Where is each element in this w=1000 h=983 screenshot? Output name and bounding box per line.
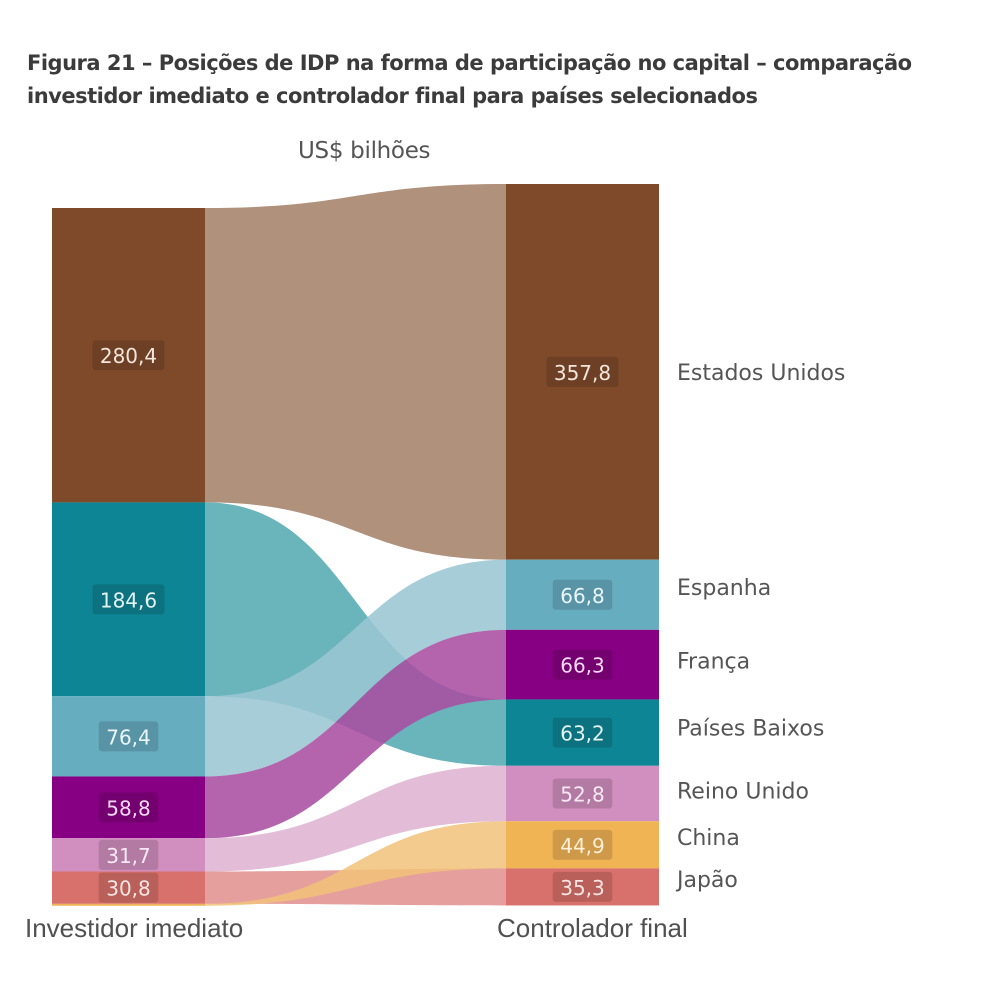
right-value-label-espanha: 66,8 (560, 584, 605, 608)
right-node-reino-unido (506, 765, 659, 822)
right-value-box-estados-unidos (546, 356, 619, 387)
right-value-label-paises-baixos: 63,2 (560, 722, 605, 746)
left-value-label-japao: 30,8 (106, 877, 151, 901)
left-value-label-paises-baixos: 184,6 (100, 588, 157, 612)
figure-title: Figura 21 – Posições de IDP na forma de … (27, 51, 912, 108)
right-value-box-china (552, 829, 613, 860)
country-label-china: China (677, 826, 740, 851)
flow-franca (205, 629, 506, 839)
right-node-japao (506, 868, 659, 906)
right-node-franca (506, 629, 659, 700)
left-value-box-japao (98, 872, 159, 903)
left-node-paises-baixos (52, 502, 205, 697)
flow-reino-unido (205, 765, 506, 872)
flows-group (205, 184, 506, 906)
right-value-box-reino-unido (552, 778, 613, 809)
right-value-box-franca (552, 649, 613, 680)
left-node-estados-unidos (52, 208, 205, 503)
right-value-label-estados-unidos: 357,8 (554, 361, 611, 385)
country-label-espanha: Espanha (677, 576, 771, 601)
unit-label: US$ bilhões (298, 138, 431, 164)
flow-china (205, 821, 506, 906)
right-value-label-japao: 35,3 (560, 876, 605, 900)
labels-group: 280,4 184,6 76,4 58,8 31,7 30,8 357,8 66,8 66,3 6… (92, 340, 845, 903)
country-label-japao: Japão (675, 868, 738, 893)
left-value-box-franca (98, 792, 159, 823)
left-value-box-estados-unidos (92, 340, 165, 371)
left-value-box-reino-unido (98, 839, 159, 870)
left-value-label-espanha: 76,4 (106, 725, 151, 749)
left-value-label-estados-unidos: 280,4 (100, 344, 157, 368)
right-value-label-reino-unido: 52,8 (560, 783, 605, 807)
flow-estados-unidos (205, 184, 506, 560)
left-value-box-espanha (98, 721, 159, 752)
right-value-label-franca: 66,3 (560, 654, 605, 678)
right-node-paises-baixos (506, 699, 659, 766)
left-value-box-paises-baixos (92, 584, 165, 615)
right-axis-label: Controlador final (497, 913, 688, 943)
right-node-espanha (506, 559, 659, 630)
country-label-franca: França (677, 650, 750, 675)
left-value-label-reino-unido: 31,7 (106, 844, 151, 868)
left-node-espanha (52, 696, 205, 777)
country-label-reino-unido: Reino Unido (677, 780, 809, 805)
left-axis-label: Investidor imediato (25, 913, 244, 943)
country-label-estados-unidos: Estados Unidos (677, 361, 845, 386)
country-label-paises-baixos: Países Baixos (677, 717, 824, 742)
right-node-china (506, 821, 659, 869)
left-node-franca (52, 776, 205, 839)
left-node-reino-unido (52, 838, 205, 872)
left-value-label-franca: 58,8 (106, 796, 151, 820)
left-node-japao (52, 871, 205, 904)
nodes-group (52, 184, 659, 906)
right-value-label-china: 44,9 (560, 834, 605, 858)
left-node-china (52, 903, 205, 906)
right-value-box-paises-baixos (552, 717, 613, 748)
right-node-estados-unidos (506, 184, 659, 560)
right-value-box-japao (552, 871, 613, 902)
flow-espanha (205, 559, 506, 777)
right-value-box-espanha (552, 579, 613, 610)
